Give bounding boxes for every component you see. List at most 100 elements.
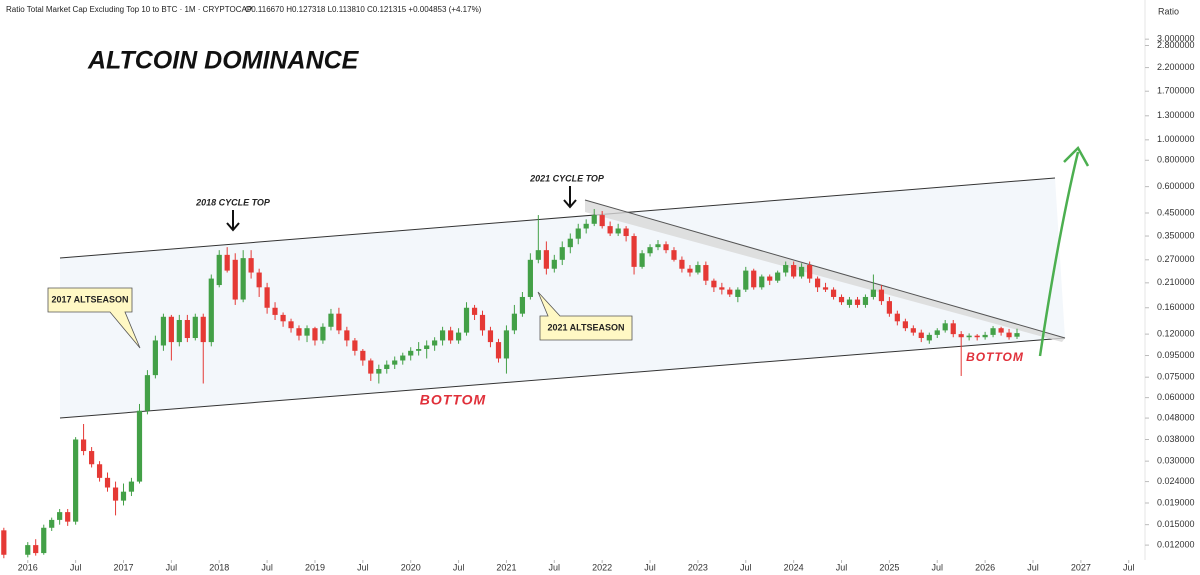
candle-body	[767, 276, 773, 281]
candle-body	[224, 254, 230, 271]
candle-body	[990, 328, 996, 335]
candle-body	[376, 369, 382, 374]
y-tick-label: 0.350000	[1157, 230, 1195, 240]
candle-body	[1, 530, 7, 555]
x-tick-label: 2017	[113, 562, 133, 572]
x-tick-label: Jul	[931, 562, 943, 572]
annotation: 2017 ALTSEASON	[51, 294, 128, 304]
candle-body	[232, 259, 238, 300]
candle-body	[687, 268, 693, 273]
y-tick-label: 0.160000	[1157, 302, 1195, 312]
candle-body	[160, 316, 167, 346]
candle-body	[615, 228, 621, 234]
candle-body	[599, 215, 605, 227]
x-tick-label: Jul	[70, 562, 82, 572]
chart-title: ALTCOIN DOMINANCE	[87, 47, 360, 75]
y-tick-label: 0.038000	[1157, 434, 1195, 444]
candle-body	[503, 330, 510, 359]
callout-box	[47, 287, 141, 349]
candle-body	[759, 276, 765, 288]
annotation: BOTTOM	[966, 350, 1024, 364]
candle-body	[312, 328, 318, 341]
candle-body	[950, 323, 956, 335]
candle-body	[495, 342, 502, 359]
header-ohlc: O0.116670 H0.127318 L0.113810 C0.121315 …	[245, 5, 482, 14]
y-tick-label: 0.270000	[1157, 254, 1195, 264]
candle-body	[416, 349, 422, 351]
candle-body	[360, 350, 366, 361]
x-tick-label: Jul	[1123, 562, 1135, 572]
candle-body	[783, 265, 789, 273]
candle-body	[807, 265, 813, 279]
y-tick-label: 0.019000	[1157, 497, 1195, 507]
candle-body	[272, 307, 278, 315]
candle-body	[152, 340, 158, 376]
candle-body	[280, 314, 286, 322]
y-tick-label: 0.120000	[1157, 328, 1195, 338]
candle-body	[463, 307, 470, 333]
candle-body	[176, 319, 182, 343]
candle-body	[264, 287, 270, 308]
candle-body	[575, 228, 581, 239]
x-tick-label: Jul	[166, 562, 178, 572]
y-tick-label: 2.800000	[1157, 40, 1195, 50]
candle-body	[296, 328, 302, 336]
candle-body	[304, 328, 310, 336]
annotation: 2018 CYCLE TOP	[195, 197, 271, 207]
candle-body	[112, 487, 119, 501]
candle-body	[439, 330, 446, 341]
candle-body	[527, 259, 533, 297]
candle-body	[104, 477, 111, 488]
candle-body	[128, 481, 135, 492]
y-tick-label: 0.210000	[1157, 277, 1195, 287]
y-tick-label: 0.012000	[1157, 539, 1195, 549]
candle-body	[791, 265, 797, 277]
candle-body	[256, 272, 262, 288]
y-tick-label: 0.060000	[1157, 392, 1195, 402]
candle-body	[934, 330, 940, 335]
candle-body	[894, 313, 900, 322]
candle-body	[878, 289, 885, 302]
arrow-down	[226, 210, 240, 232]
candle-body	[216, 254, 222, 286]
x-tick-label: Jul	[1027, 562, 1039, 572]
candle-body	[926, 334, 932, 341]
channel-lower	[59, 337, 1066, 419]
candle-body	[33, 545, 39, 554]
candle-body	[73, 439, 79, 522]
candle-body	[751, 270, 757, 288]
candle-body	[543, 250, 549, 269]
candle-body	[80, 439, 87, 452]
candle-body	[639, 253, 645, 267]
x-tick-label: 2018	[209, 562, 229, 572]
x-tick-label: Jul	[644, 562, 656, 572]
candle-body	[184, 319, 190, 339]
candle-body	[200, 316, 206, 343]
candle-body	[607, 226, 613, 234]
arrow-down	[563, 186, 577, 209]
x-tick-label: 2026	[975, 562, 995, 572]
candle-body	[902, 321, 908, 329]
x-tick-label: Jul	[357, 562, 369, 572]
candle-body	[830, 289, 837, 297]
candle-body	[982, 334, 988, 338]
x-tick-label: 2020	[401, 562, 421, 572]
candle-body	[671, 250, 677, 260]
candle-body	[208, 278, 214, 343]
x-tick-label: 2022	[592, 562, 612, 572]
x-tick-label: Jul	[261, 562, 273, 572]
candle-body	[822, 287, 829, 290]
candle-body	[886, 301, 892, 314]
candle-body	[89, 451, 95, 465]
candle-body	[567, 238, 573, 248]
candle-body	[735, 289, 741, 297]
candle-body	[487, 330, 494, 343]
candle-body	[479, 314, 486, 331]
candle-body	[623, 228, 629, 237]
candle-body	[695, 265, 701, 273]
candle-body	[328, 313, 334, 327]
candle-body	[910, 328, 916, 333]
candle-body	[320, 326, 326, 341]
y-tick-label: 1.300000	[1157, 110, 1195, 120]
candle-body	[743, 270, 749, 290]
